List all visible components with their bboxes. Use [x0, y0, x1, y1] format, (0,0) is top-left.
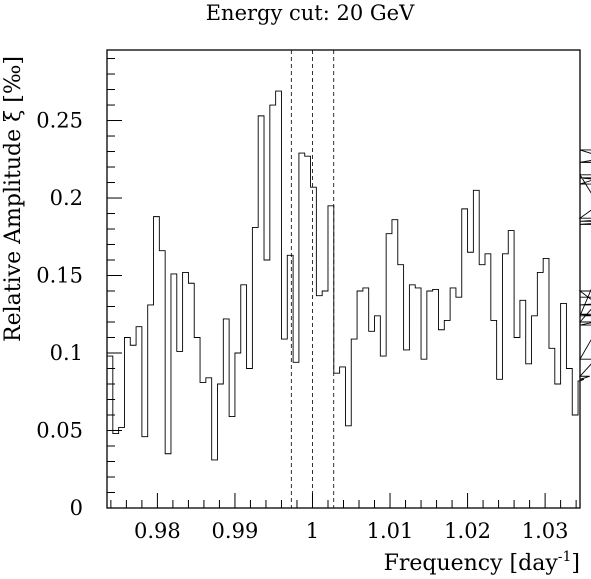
y-tick-label: 0.05	[36, 419, 83, 443]
x-tick-label: 1.02	[444, 519, 491, 543]
y-tick-label: 0.25	[36, 109, 83, 133]
x-axis-label: Frequency [day-1]	[384, 549, 580, 576]
x-tick-label: 1	[306, 519, 319, 543]
y-axis-label: Relative Amplitude ξ [‰]	[1, 56, 26, 342]
x-axis-label-sup: -1	[558, 549, 572, 565]
y-tick-label: 0	[70, 496, 83, 520]
y-tick-label: 0.15	[36, 264, 83, 288]
x-tick-label: 1.01	[367, 519, 414, 543]
y-tick-label: 0.1	[50, 341, 83, 365]
x-tick-label: 1.03	[522, 519, 569, 543]
series-line	[107, 90, 591, 461]
x-axis-label-end: ]	[571, 551, 580, 576]
x-tick-label: 0.99	[212, 519, 259, 543]
x-tick-label: 0.98	[134, 519, 181, 543]
y-tick-label: 0.2	[50, 186, 83, 210]
plot-area: 0 0.05 0.1 0.15 0.2 0.25 0.98 0.99 1 1.01 1.02 1.03	[36, 49, 591, 543]
plot-frame	[106, 49, 581, 509]
chart-title: Energy cut: 20 GeV	[206, 1, 415, 25]
x-axis-label-main: Frequency [day	[384, 551, 559, 576]
